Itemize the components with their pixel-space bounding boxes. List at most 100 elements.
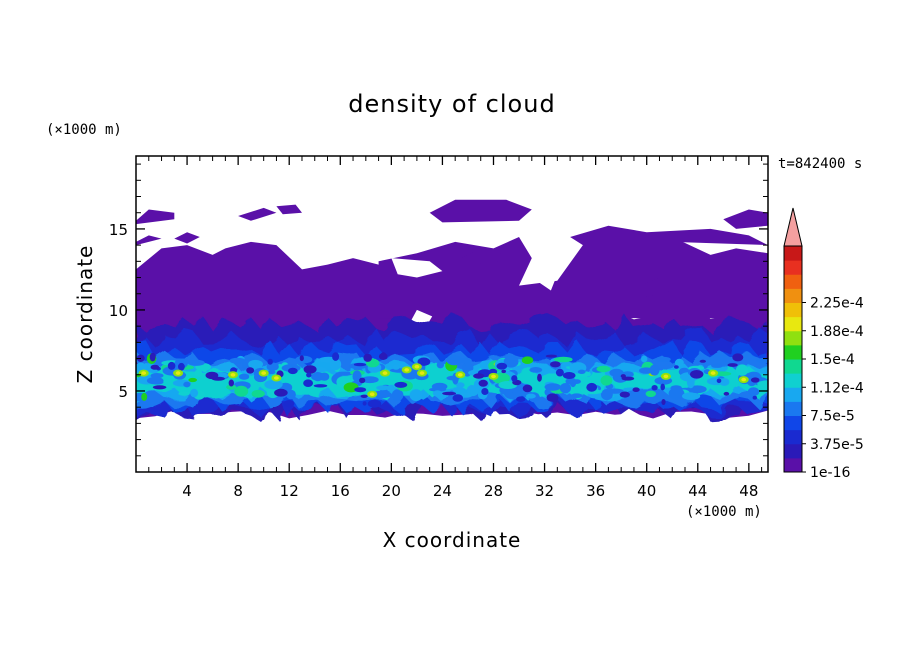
x-tick-label: 48 <box>739 482 758 500</box>
density-blob <box>194 369 203 378</box>
colorbar-swatch <box>784 316 802 332</box>
colorbar-swatch <box>784 274 802 289</box>
density-blob <box>429 387 447 392</box>
upper-cloud-patch <box>174 232 200 244</box>
y-axis-label: Z coordinate <box>73 245 97 384</box>
density-blob <box>141 392 148 401</box>
density-hole <box>150 364 160 370</box>
upper-cloud-patch <box>238 207 277 221</box>
density-hole <box>632 387 640 393</box>
density-blob <box>456 382 465 388</box>
density-hole <box>367 399 382 408</box>
density-blob <box>609 368 624 377</box>
colorbar-swatch <box>784 260 802 275</box>
density-hole <box>516 396 526 403</box>
colorbar-label: 3.75e-5 <box>810 437 864 453</box>
density-blob <box>686 376 695 389</box>
colorbar-swatch <box>784 302 802 318</box>
density-blob <box>521 356 534 365</box>
density-blob <box>183 381 191 388</box>
density-blob <box>392 364 400 370</box>
density-blob <box>436 361 445 369</box>
density-hole <box>501 369 507 374</box>
density-hole <box>363 353 373 362</box>
density-hole <box>267 358 273 365</box>
density-hole <box>299 355 304 362</box>
density-hole <box>674 365 679 369</box>
colorbar-label: 1.88e-4 <box>810 324 864 340</box>
density-blob <box>446 375 460 381</box>
density-blob <box>285 389 296 400</box>
density-blob <box>641 355 648 363</box>
density-hole <box>511 375 518 382</box>
density-hole <box>303 379 313 388</box>
density-blob <box>668 387 685 400</box>
x-tick-label: 36 <box>586 482 605 500</box>
x-tick-label: 40 <box>637 482 656 500</box>
x-tick-label: 20 <box>382 482 401 500</box>
density-blob <box>757 381 766 387</box>
colorbar-swatch <box>784 429 802 445</box>
density-blob <box>376 385 390 391</box>
density-blob <box>735 364 749 376</box>
x-tick-label: 12 <box>280 482 299 500</box>
density-hole <box>481 388 489 395</box>
density-hole <box>550 361 561 368</box>
density-hole <box>152 385 167 390</box>
density-hole <box>699 359 706 363</box>
upper-cloud-patch <box>640 277 673 297</box>
density-blob <box>747 387 760 397</box>
density-hole <box>303 365 317 374</box>
density-hole <box>378 353 388 360</box>
x-tick-label: 16 <box>331 482 350 500</box>
y-tick-label: 10 <box>109 302 128 320</box>
density-peak-core <box>457 373 463 377</box>
density-hole <box>452 394 464 402</box>
density-blob <box>682 392 701 400</box>
colorbar-label: 1e-16 <box>810 465 850 481</box>
upper-cloud-patch <box>429 199 532 223</box>
density-blob <box>264 379 283 390</box>
density-blob <box>251 389 265 398</box>
density-hole <box>620 374 626 379</box>
density-blob <box>577 369 586 374</box>
density-hole <box>473 373 485 379</box>
density-blob <box>446 355 463 366</box>
density-hole <box>555 368 564 377</box>
density-hole <box>716 378 722 384</box>
density-blob <box>529 367 543 373</box>
x-tick-label: 8 <box>233 482 243 500</box>
density-blob <box>352 370 362 383</box>
density-blob <box>188 377 197 383</box>
colorbar-swatch <box>784 330 802 346</box>
density-blob <box>655 356 671 363</box>
upper-cloud-patch <box>570 225 768 246</box>
density-hole <box>332 352 340 361</box>
x-tick-label: 24 <box>433 482 452 500</box>
density-hole <box>727 363 738 367</box>
density-peak-core <box>369 392 375 397</box>
density-hole <box>690 370 704 379</box>
chart-title: density of cloud <box>348 90 555 118</box>
density-hole <box>359 377 366 384</box>
colorbar: 1e-16 3.75e-5 7.5e-5 1.12e-4 1.5e-4 1.88e-4 2.… <box>783 207 864 481</box>
density-hole <box>651 385 658 391</box>
colorbar-swatch <box>784 344 802 360</box>
density-peak-core <box>419 371 425 375</box>
density-hole <box>362 401 367 406</box>
colorbar-swatch <box>784 415 802 431</box>
density-peak-core <box>404 368 410 372</box>
x-tick-label: 4 <box>182 482 192 500</box>
cloud-gap <box>346 240 392 259</box>
density-blob <box>706 377 725 386</box>
density-hole <box>283 400 295 408</box>
cloud-density-field <box>136 199 768 422</box>
density-blob <box>226 384 237 390</box>
density-peak-core <box>414 364 420 369</box>
density-hole <box>394 381 408 388</box>
density-hole <box>660 383 665 391</box>
density-peak-core <box>274 376 279 380</box>
colorbar-swatch <box>784 401 802 417</box>
density-blob <box>459 392 473 398</box>
